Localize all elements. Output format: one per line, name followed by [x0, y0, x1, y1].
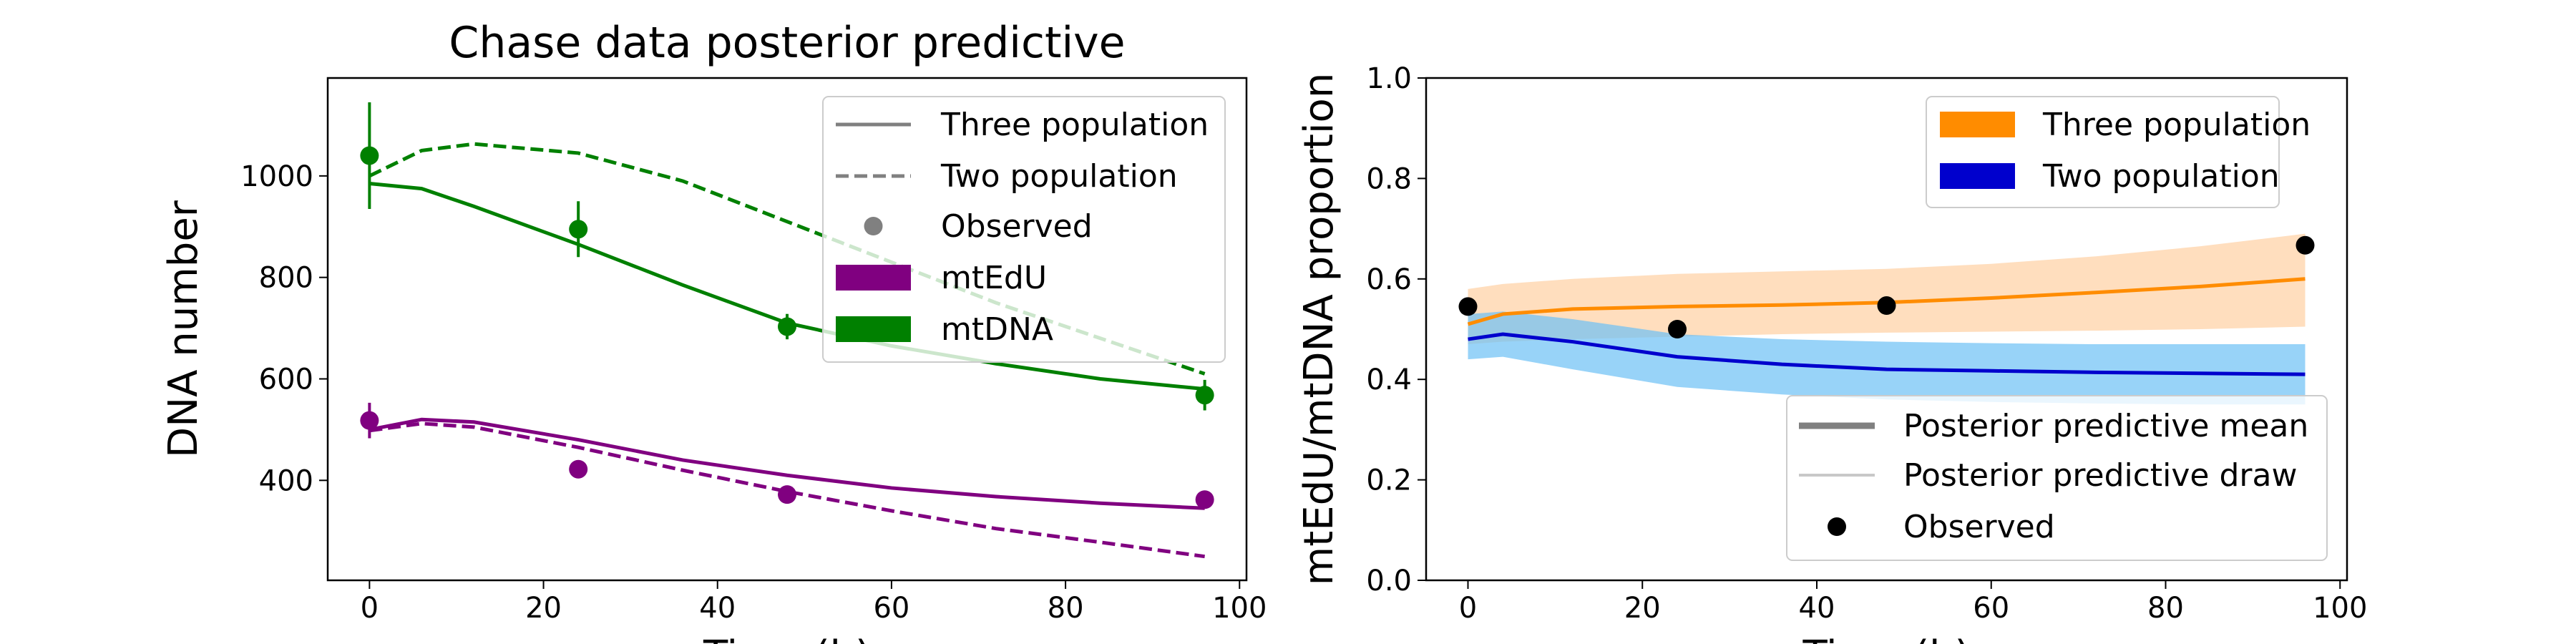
- mean-line: [1467, 277, 2306, 326]
- observed-point: [360, 146, 379, 165]
- draw-band: [1468, 233, 2306, 345]
- x-tick-label: 0: [1459, 592, 1477, 625]
- y-tick-label: 0.8: [1366, 162, 1412, 195]
- legend-handle: [836, 265, 911, 291]
- x-tick-label: 20: [525, 592, 562, 625]
- legend-handle: [836, 316, 911, 342]
- y-tick-label: 1000: [240, 160, 313, 193]
- legend-box: [1786, 395, 2328, 561]
- legend-label: Posterior predictive draw: [1903, 457, 2297, 494]
- x-tick-label: 20: [1624, 592, 1661, 625]
- legend-label: mtDNA: [941, 311, 1053, 348]
- y-tick-label: 0.2: [1366, 464, 1412, 497]
- x-tick-label: 100: [2313, 592, 2367, 625]
- observed-point: [1458, 297, 1478, 316]
- observed-point: [778, 485, 796, 504]
- legend-handle: [1940, 112, 2015, 137]
- y-tick-label: 600: [259, 363, 313, 396]
- x-tick-label: 100: [1212, 592, 1267, 625]
- observed-point: [569, 459, 588, 479]
- observed-point: [2296, 235, 2315, 255]
- x-tick-label: 0: [361, 592, 379, 625]
- observed-point: [1668, 320, 1687, 338]
- x-tick-label: 60: [1973, 592, 2009, 625]
- plot-frame: [326, 77, 1248, 582]
- mean-line: [1468, 332, 2306, 376]
- x-tick-label: 80: [1048, 592, 1084, 625]
- legend-label: Observed: [941, 208, 1093, 245]
- legend-label: Observed: [1903, 509, 2055, 545]
- model-line: [369, 417, 1205, 510]
- observed-point: [569, 220, 588, 239]
- legend-label: Three population: [2042, 107, 2311, 143]
- y-axis-label: mtEdU/mtDNA proportion: [1296, 73, 1342, 586]
- x-tick-label: 40: [1799, 592, 1835, 625]
- legend-handle: [1940, 163, 2015, 189]
- legend-handle: [864, 217, 883, 235]
- observed-point: [360, 411, 379, 430]
- legend-box: [822, 96, 1226, 363]
- legend-label: Three population: [940, 107, 1209, 143]
- legend-label: Two population: [940, 158, 1178, 195]
- legend-label: Posterior predictive mean: [1903, 408, 2308, 444]
- x-axis-label: Time (h): [1802, 633, 1970, 644]
- model-line: [369, 421, 1205, 559]
- y-tick-label: 800: [259, 262, 313, 295]
- observed-point: [1195, 490, 1214, 509]
- observed-point: [778, 317, 796, 336]
- y-tick-label: 400: [259, 464, 313, 497]
- y-axis-label: DNA number: [160, 200, 207, 458]
- y-tick-label: 0.0: [1366, 565, 1412, 597]
- y-tick-label: 0.4: [1366, 364, 1412, 396]
- legend-handle: [1828, 517, 1846, 536]
- legend-label: Two population: [2042, 158, 2280, 195]
- observed-point: [1195, 386, 1214, 405]
- chart-title: Chase data posterior predictive: [449, 18, 1125, 68]
- plot-frame: [1425, 77, 2348, 582]
- legend-label: mtEdU: [941, 260, 1047, 296]
- x-tick-label: 40: [699, 592, 736, 625]
- y-tick-label: 0.6: [1366, 263, 1412, 296]
- x-axis-label: Time (h): [703, 633, 871, 644]
- x-tick-label: 80: [2147, 592, 2184, 625]
- y-tick-label: 1.0: [1366, 62, 1412, 95]
- observed-point: [1877, 296, 1896, 316]
- x-tick-label: 60: [873, 592, 909, 625]
- model-line: [369, 182, 1205, 391]
